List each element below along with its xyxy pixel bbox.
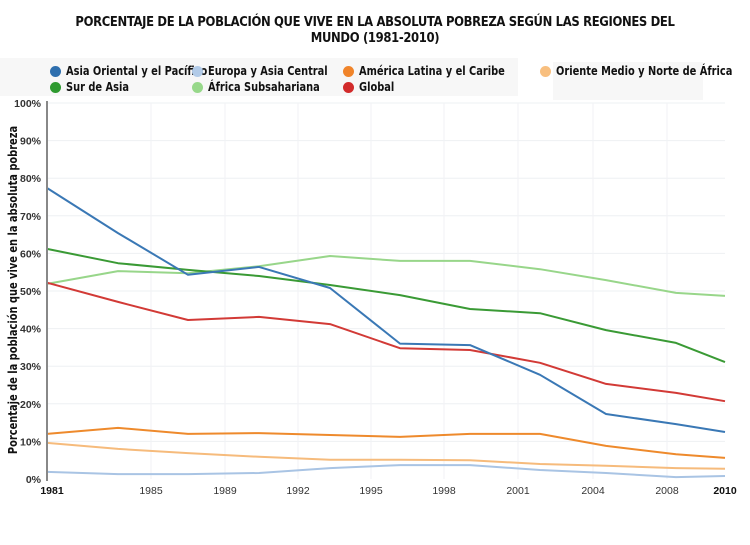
series-line-sur-de-asia: [46, 247, 726, 364]
series-line-asia-oriental-y-el-pacifico: [46, 187, 726, 433]
y-tick-label: 80%: [20, 173, 42, 185]
legend-item-south-asia[interactable]: Sur de Asia: [50, 80, 143, 94]
y-tick-label: 20%: [20, 399, 42, 411]
legend-background-right: [553, 62, 703, 100]
legend-item-sub-saharan-africa[interactable]: África Subsahariana: [192, 80, 344, 94]
legend-dot-icon: [192, 65, 203, 77]
legend-background-left: [0, 58, 518, 96]
legend-dot-icon: [343, 81, 354, 93]
legend-label: Oriente Medio y Norte de África: [556, 64, 733, 78]
y-tick-label: 100%: [14, 98, 42, 110]
x-tick-label: 1995: [359, 485, 383, 497]
y-tick-label: 90%: [20, 136, 42, 148]
legend-dot-icon: [540, 65, 551, 77]
y-tick-label: 0%: [26, 474, 42, 486]
chart-title: PORCENTAJE DE LA POBLACIÓN QUE VIVE EN L…: [75, 14, 675, 46]
x-axis-ticks: 1981 1985 1989 1992 1995 1998 2001 2004 2008 2010: [40, 485, 737, 497]
y-tick-label: 60%: [20, 248, 42, 260]
legend-label: América Latina y el Caribe: [359, 64, 505, 78]
grid: [47, 102, 725, 479]
legend-item-east-asia[interactable]: Asia Oriental y el Pacífico: [50, 64, 238, 78]
legend-label: África Subsahariana: [208, 80, 320, 94]
legend-label: Asia Oriental y el Pacífico: [66, 64, 208, 78]
legend-label: Europa y Asia Central: [208, 64, 328, 78]
legend-dot-icon: [343, 65, 354, 77]
x-tick-label: 1981: [40, 485, 64, 497]
legend-label: Global: [359, 80, 395, 94]
y-axis-ticks: 0% 10% 20% 30% 40% 50% 60% 70% 80% 90% 100%: [14, 98, 42, 486]
legend-dot-icon: [192, 81, 203, 93]
legend-label: Sur de Asia: [66, 80, 129, 94]
x-tick-label: 1998: [432, 485, 456, 497]
x-tick-label: 2004: [581, 485, 605, 497]
series-line-africa-subsahariana: [46, 255, 726, 297]
series-line-europa-y-asia-central: [46, 464, 726, 479]
x-tick-label: 2001: [506, 485, 530, 497]
series-line-oriente-medio-y-norte-de-africa: [46, 441, 726, 470]
series-line-global: [46, 281, 726, 403]
legend-item-global[interactable]: Global: [343, 80, 402, 94]
legend-dot-icon: [50, 65, 61, 77]
y-tick-label: 30%: [20, 361, 42, 373]
series-lines: [46, 187, 726, 479]
y-tick-label: 10%: [20, 436, 42, 448]
x-tick-label: 2010: [713, 485, 737, 497]
legend-dot-icon: [50, 81, 61, 93]
x-tick-label: 1989: [213, 485, 237, 497]
y-tick-label: 50%: [20, 286, 42, 298]
x-tick-label: 1985: [139, 485, 163, 497]
x-tick-label: 2008: [655, 485, 679, 497]
y-tick-label: 40%: [20, 324, 42, 336]
legend-item-middle-east-north-africa[interactable]: Oriente Medio y Norte de África: [540, 64, 750, 78]
x-tick-label: 1992: [286, 485, 310, 497]
legend-item-latin-america[interactable]: América Latina y el Caribe: [343, 64, 537, 78]
y-tick-label: 70%: [20, 211, 42, 223]
legend-item-europe-central-asia[interactable]: Europa y Asia Central: [192, 64, 354, 78]
series-line-america-latina-y-el-caribe: [46, 426, 726, 459]
